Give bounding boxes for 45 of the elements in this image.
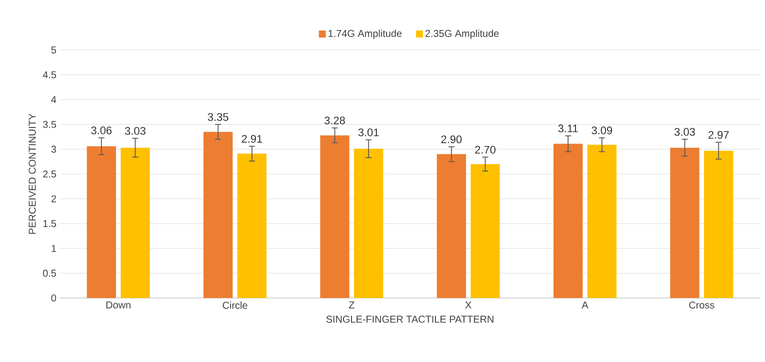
y-tick-label: 5 [51,46,56,54]
bar [204,132,233,298]
data-label: 3.09 [592,126,612,134]
bar [120,148,150,298]
data-label: 3.28 [324,116,345,124]
x-axis-title: SINGLE-FINGER TACTILE PATTERN [326,316,494,323]
bar [704,150,734,298]
x-tick-label: X [465,302,472,308]
data-label: 2.70 [475,146,496,154]
y-axis-title: PERCEIVED CONTINUITY [28,114,36,234]
y-tick-label: 0.5 [43,270,56,277]
data-label: 3.03 [674,128,695,136]
bar [470,164,500,298]
y-tick-label: 4 [51,96,56,104]
x-tick-label: Z [348,302,354,308]
data-label: 3.35 [208,113,228,121]
y-tick-label: 0 [51,294,56,302]
data-label: 3.11 [558,124,578,132]
x-tick-label: Cross [689,302,714,309]
y-tick-label: 3 [51,146,56,153]
bar [436,154,466,298]
y-tick-label: 1 [52,244,56,252]
bar [587,144,617,298]
bar [354,148,384,298]
data-label: 3.01 [358,128,379,136]
bar [320,135,350,298]
y-tick-label: 3.5 [43,120,56,128]
x-tick-label: A [582,302,588,308]
data-label: 2.97 [708,130,729,139]
legend-label: 2.35G Amplitude [425,30,499,39]
data-label: 3.03 [125,127,146,135]
data-label: 2.91 [242,134,262,143]
data-label: 3.06 [91,126,112,134]
y-tick-label: 2 [51,195,56,202]
bar [86,146,116,298]
bar [670,148,700,298]
legend-label: 1.74G Amplitude [328,30,402,39]
x-tick-label: Down [106,302,130,308]
y-tick-label: 1.5 [43,220,56,228]
y-tick-label: 2.5 [43,170,56,178]
bar [554,144,583,298]
y-tick-label: 4.5 [42,71,56,78]
x-tick-label: Circle [222,302,248,309]
data-label: 2.90 [441,135,462,144]
bar [237,154,267,298]
